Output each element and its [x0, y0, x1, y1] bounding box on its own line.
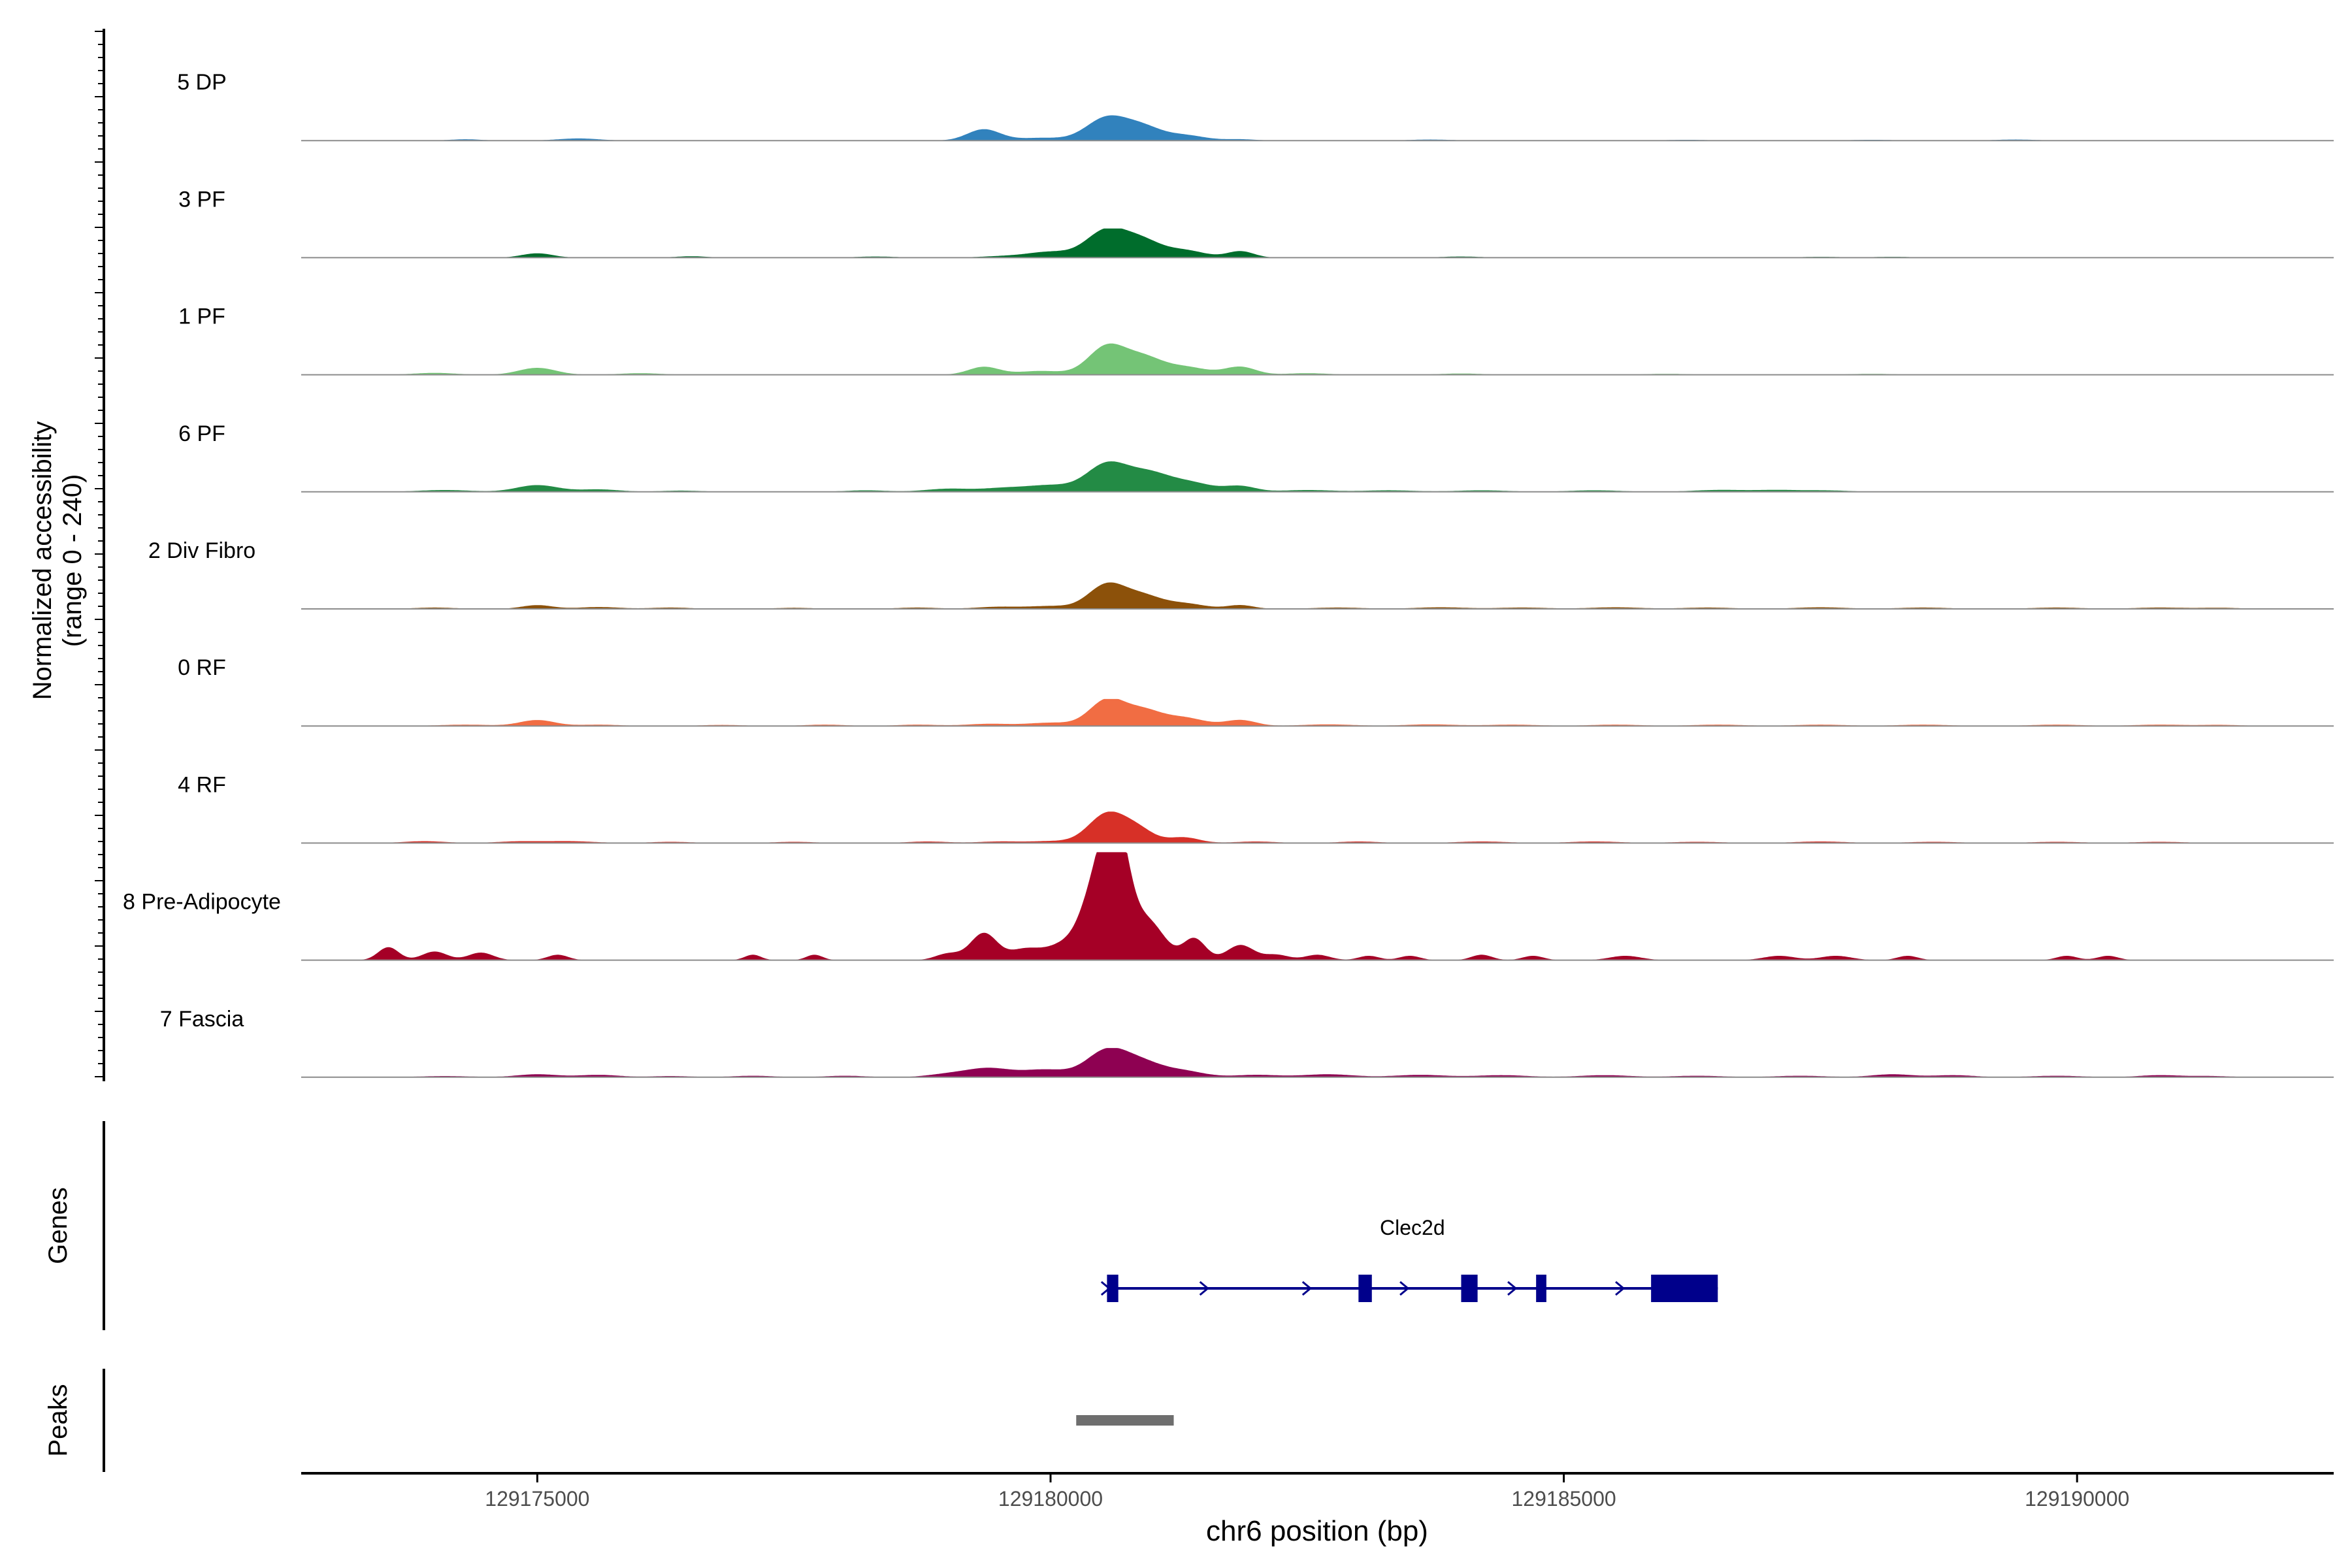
coverage-tracks: 5 DP 3 PF 1 PF 6 PF 2 Div Fibro 0 RF 4 RF 8 Pre…: [123, 70, 2334, 1078]
gene-exon: [1651, 1275, 1718, 1302]
strand-arrow: [1100, 1281, 1111, 1296]
coverage-panel: Normalized accessibility (range 0 - 240)…: [28, 29, 2334, 1081]
coverage-area: [301, 461, 2334, 492]
coverage-track: 4 RF: [178, 772, 2334, 844]
gene-name-label: Clec2d: [1380, 1216, 1445, 1239]
strand-arrow: [1615, 1281, 1625, 1296]
coverage-area: [301, 115, 2334, 141]
gene-exon: [1536, 1275, 1546, 1302]
coverage-area: [301, 811, 2334, 843]
strand-arrow: [1301, 1281, 1313, 1296]
x-tick-label: 129190000: [2025, 1487, 2129, 1511]
coverage-area: [301, 228, 2334, 258]
coverage-track: 5 DP: [177, 70, 2334, 142]
coverage-track: 7 Fascia: [160, 1007, 2334, 1078]
peak-regions: [1076, 1415, 1174, 1426]
track-label: 6 PF: [178, 421, 225, 446]
x-tick-label: 129185000: [1512, 1487, 1616, 1511]
coverage-area: [301, 698, 2334, 727]
track-label: 3 PF: [178, 187, 225, 212]
gene-model: Clec2d: [1100, 1216, 1718, 1302]
coverage-area: [301, 1048, 2334, 1077]
strand-arrow: [1199, 1281, 1210, 1296]
coverage-y-label-line2: (range 0 - 240): [58, 474, 87, 647]
strand-arrow: [1507, 1281, 1518, 1296]
gene-exon: [1107, 1275, 1119, 1302]
coverage-y-ticks: [95, 31, 104, 1077]
coverage-area: [301, 852, 2334, 960]
x-axis: 129175000 129180000 129185000 129190000 chr…: [301, 1472, 2334, 1547]
x-tick-label: 129180000: [998, 1487, 1103, 1511]
track-label: 7 Fascia: [160, 1007, 244, 1032]
track-label: 4 RF: [178, 772, 226, 797]
x-tick-label: 129175000: [485, 1487, 589, 1511]
coverage-track: 8 Pre-Adipocyte: [123, 852, 2334, 961]
gene-exon: [1358, 1275, 1372, 1302]
peaks-y-label: Peaks: [44, 1384, 73, 1456]
gene-exon: [1461, 1275, 1478, 1302]
track-label: 1 PF: [178, 304, 225, 329]
coverage-area: [301, 582, 2334, 609]
coverage-y-label-line1: Normalized accessibility: [28, 421, 57, 700]
x-axis-label: chr6 position (bp): [1206, 1515, 1428, 1547]
coverage-area: [301, 343, 2334, 375]
peak-region: [1076, 1415, 1174, 1426]
x-axis-ticks: 129175000 129180000 129185000 129190000: [485, 1475, 2129, 1511]
strand-arrow: [1399, 1281, 1410, 1296]
track-label: 5 DP: [177, 70, 227, 95]
peaks-panel: Peaks: [44, 1369, 1174, 1472]
track-label: 2 Div Fibro: [148, 538, 255, 563]
coverage-track: 3 PF: [178, 187, 2334, 259]
genes-y-label: Genes: [44, 1187, 73, 1264]
coverage-track: 1 PF: [178, 304, 2334, 376]
track-label: 8 Pre-Adipocyte: [123, 890, 281, 915]
genes-panel: Genes Clec2d: [44, 1121, 1718, 1330]
coverage-track: 0 RF: [178, 655, 2334, 727]
coverage-track: 6 PF: [178, 421, 2334, 493]
track-label: 0 RF: [178, 655, 226, 680]
coverage-track: 2 Div Fibro: [148, 538, 2334, 610]
